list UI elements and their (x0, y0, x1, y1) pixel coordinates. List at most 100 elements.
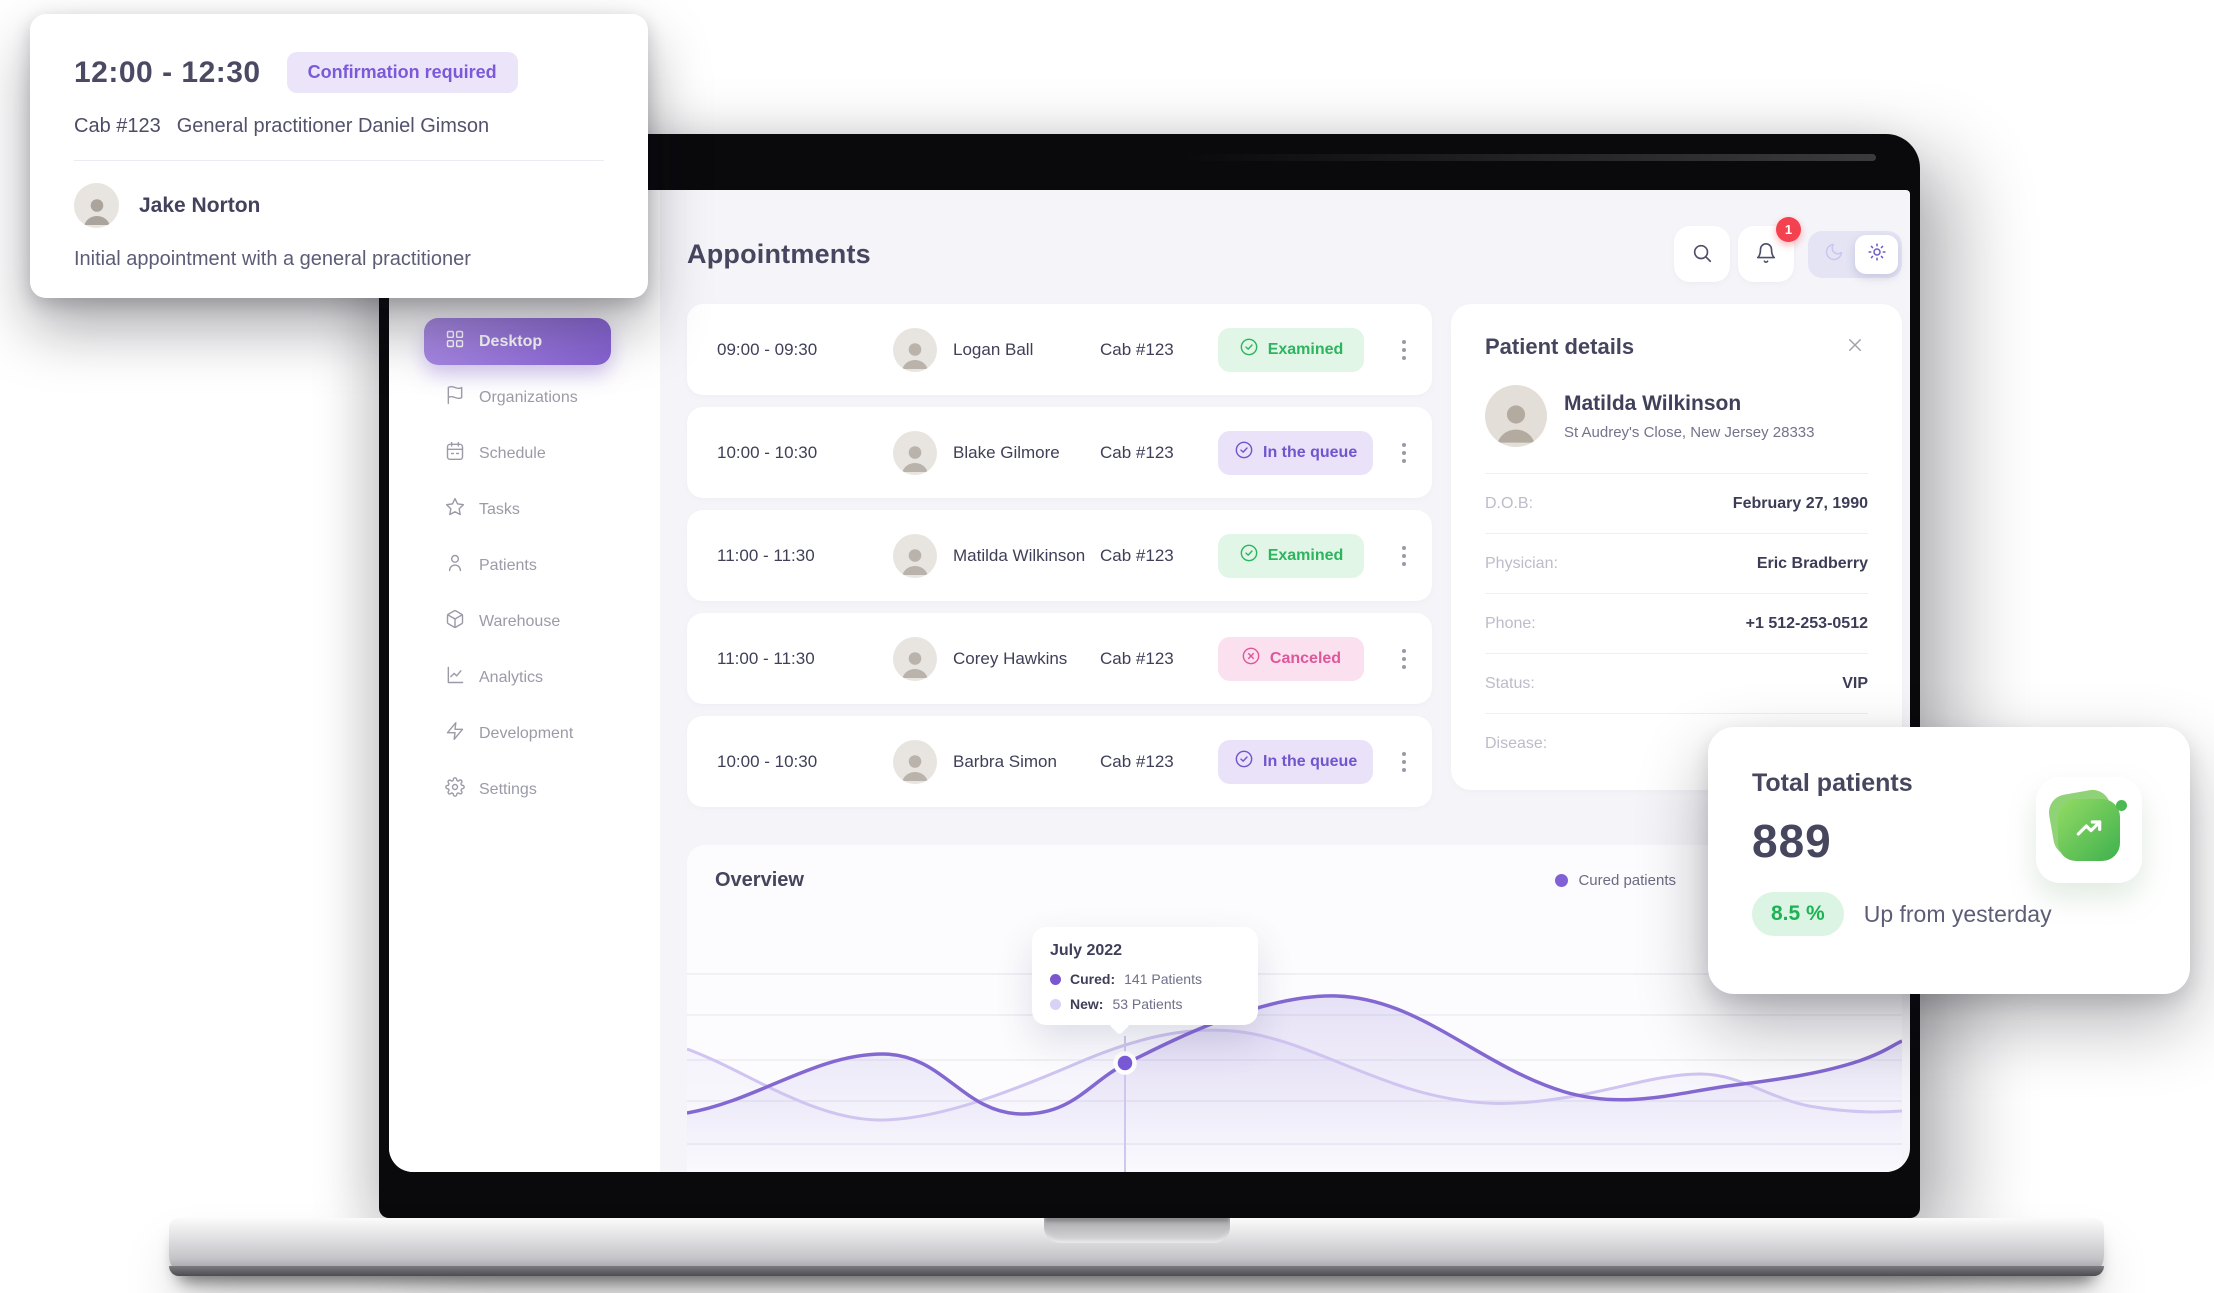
sidebar-item-label: Settings (479, 780, 537, 798)
patient-details-panel: Patient details Matilda Wilkinson St Aud… (1451, 304, 1902, 790)
page-title: Appointments (687, 238, 871, 269)
status-badge: In the queue (1218, 430, 1374, 475)
app-window: Desktop Organizations Schedule Tasks Pat… (389, 190, 1910, 1172)
sidebar-item-schedule[interactable]: Schedule (424, 430, 611, 477)
cab-number: Cab #123 (1100, 751, 1174, 771)
sidebar-item-organizations[interactable]: Organizations (424, 374, 611, 421)
total-patients-card: Total patients 889 8.5 % Up from yesterd… (1708, 727, 2190, 994)
status-badge: Examined (1218, 533, 1364, 578)
notifications-button[interactable]: 1 (1738, 217, 1801, 282)
sun-icon (1867, 242, 1887, 267)
appointment-row[interactable]: 11:00 - 11:30 Corey Hawkins Cab #123 Can… (687, 613, 1432, 704)
theme-toggle[interactable] (1808, 230, 1902, 278)
check-circle-icon (1234, 440, 1254, 465)
cab-number: Cab #123 (1100, 442, 1174, 462)
overview-title: Overview (715, 869, 804, 891)
legend-dot-icon (1555, 874, 1569, 887)
status-dot-icon (2116, 800, 2127, 811)
row-menu-button[interactable] (1386, 540, 1422, 572)
detail-field-disease: Disease: (1485, 734, 1548, 752)
dark-mode-button[interactable] (1812, 235, 1855, 274)
sidebar-item-label: Patients (479, 556, 537, 574)
appointment-row[interactable]: 10:00 - 10:30 Blake Gilmore Cab #123 In … (687, 407, 1432, 498)
avatar (74, 183, 119, 228)
sidebar-item-development[interactable]: Development (424, 710, 611, 757)
sidebar: Desktop Organizations Schedule Tasks Pat… (389, 190, 660, 1172)
cured-dot-icon (1050, 973, 1061, 985)
avatar (893, 327, 937, 372)
status-badge: Examined (1218, 327, 1364, 372)
laptop-base (169, 1218, 2104, 1276)
appointment-time: 11:00 - 11:30 (717, 648, 815, 668)
sidebar-item-label: Tasks (479, 500, 520, 518)
main-header: Appointments 1 (687, 217, 1902, 282)
overview-section: Overview Cured patients (687, 845, 1902, 1172)
avatar (893, 636, 937, 681)
new-dot-icon (1050, 998, 1061, 1010)
chart-legend: Cured patients (1555, 872, 1676, 889)
row-menu-button[interactable] (1386, 643, 1422, 675)
row-menu-button[interactable] (1386, 334, 1422, 366)
patient-detail-name: Matilda Wilkinson (1564, 391, 1742, 415)
practitioner-name: General practitioner Daniel Gimson (176, 115, 490, 137)
appointment-time: 09:00 - 09:30 (717, 339, 818, 359)
patient-name: Blake Gilmore (953, 442, 1060, 462)
appointment-time-range: 12:00 - 12:30 (74, 55, 261, 89)
close-button[interactable] (1842, 332, 1868, 361)
sidebar-item-label: Desktop (479, 332, 543, 350)
content-row: 09:00 - 09:30 Logan Ball Cab #123 Examin… (687, 304, 1902, 819)
patient-name: Corey Hawkins (953, 648, 1068, 668)
appointment-time: 11:00 - 11:30 (717, 545, 815, 565)
sidebar-item-warehouse[interactable]: Warehouse (424, 598, 611, 645)
sidebar-item-settings[interactable]: Settings (424, 766, 611, 813)
avatar (893, 533, 937, 578)
cab-number: Cab #123 (1100, 339, 1174, 359)
sidebar-item-patients[interactable]: Patients (424, 542, 611, 589)
calendar-icon (445, 441, 465, 466)
star-icon (445, 497, 465, 522)
detail-field-dob: D.O.B: February 27, 1990 (1485, 474, 1868, 534)
cab-number: Cab #123 (1100, 545, 1174, 565)
legend-label: Cured patients (1578, 872, 1676, 889)
gear-icon (445, 777, 465, 802)
cab-number: Cab #123 (74, 115, 161, 137)
user-icon (445, 553, 465, 578)
sidebar-item-label: Schedule (479, 444, 546, 462)
patients-chart[interactable]: July 2022 Cured: 141 Patients New: 53 Pa… (687, 927, 1902, 1172)
appointment-time: 10:00 - 10:30 (717, 442, 818, 462)
appointment-row[interactable]: 11:00 - 11:30 Matilda Wilkinson Cab #123… (687, 510, 1432, 601)
sidebar-item-label: Warehouse (479, 612, 561, 630)
appointment-time: 10:00 - 10:30 (717, 751, 818, 771)
detail-field-physician: Physician: Eric Bradberry (1485, 534, 1868, 594)
confirmation-badge: Confirmation required (286, 52, 518, 93)
trend-icon-tile (2036, 777, 2142, 883)
search-button[interactable] (1674, 226, 1730, 282)
change-badge: 8.5 % (1752, 892, 1844, 936)
check-circle-icon (1239, 543, 1259, 568)
patient-name: Logan Ball (953, 339, 1034, 359)
close-icon (1846, 339, 1864, 357)
row-menu-button[interactable] (1386, 437, 1422, 469)
tooltip-cured-row: Cured: 141 Patients (1050, 971, 1240, 987)
moon-icon (1824, 242, 1844, 267)
box-icon (445, 609, 465, 634)
analytics-icon (445, 665, 465, 690)
chart-canvas (687, 973, 1902, 1172)
sidebar-item-tasks[interactable]: Tasks (424, 486, 611, 533)
sidebar-item-desktop[interactable]: Desktop (424, 318, 611, 365)
chart-marker-dot (1113, 1051, 1137, 1075)
appointment-row[interactable]: 09:00 - 09:30 Logan Ball Cab #123 Examin… (687, 304, 1432, 395)
sidebar-item-label: Development (479, 724, 574, 742)
check-circle-icon (1234, 749, 1254, 774)
cab-number: Cab #123 (1100, 648, 1174, 668)
appointment-row[interactable]: 10:00 - 10:30 Barbra Simon Cab #123 In t… (687, 716, 1432, 807)
tooltip-title: July 2022 (1050, 942, 1123, 959)
total-patients-value: 889 (1752, 815, 1832, 867)
patient-photo (1485, 385, 1547, 447)
patient-profile: Matilda Wilkinson St Audrey's Close, New… (1485, 385, 1868, 474)
light-mode-button[interactable] (1855, 234, 1898, 274)
sidebar-item-analytics[interactable]: Analytics (424, 654, 611, 701)
row-menu-button[interactable] (1386, 746, 1422, 778)
avatar (893, 739, 937, 784)
